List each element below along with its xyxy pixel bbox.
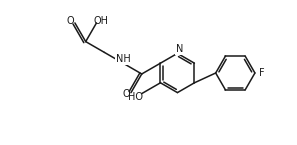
Text: N: N: [176, 45, 183, 55]
Text: HO: HO: [128, 91, 143, 102]
Text: NH: NH: [116, 54, 130, 64]
Text: F: F: [259, 68, 265, 78]
Text: O: O: [66, 16, 74, 26]
Text: OH: OH: [94, 16, 109, 26]
Text: O: O: [122, 89, 130, 99]
